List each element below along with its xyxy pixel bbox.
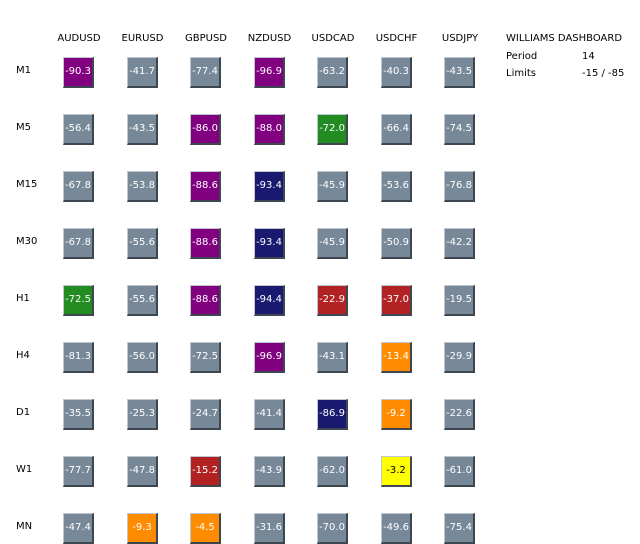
- williams-value-cell: -31.6: [254, 513, 285, 544]
- williams-value-cell: -4.5: [190, 513, 221, 544]
- williams-value-cell: -77.4: [190, 57, 221, 88]
- column-header: USDCAD: [311, 33, 355, 44]
- williams-value-cell: -43.1: [317, 342, 348, 373]
- williams-value-cell: -86.0: [190, 114, 221, 145]
- williams-value-cell: -76.8: [444, 171, 475, 202]
- williams-value-cell: -43.5: [444, 57, 475, 88]
- williams-value-cell: -61.0: [444, 456, 475, 487]
- williams-value-cell: -56.4: [63, 114, 94, 145]
- column-header: GBPUSD: [184, 33, 227, 44]
- williams-value-cell: -86.9: [317, 399, 348, 430]
- period-label: Period: [506, 51, 538, 62]
- dashboard-title: WILLIAMS DASHBOARD: [506, 33, 623, 44]
- williams-value-cell: -37.0: [381, 285, 412, 316]
- williams-value-cell: -88.6: [190, 285, 221, 316]
- williams-value-cell: -53.8: [127, 171, 158, 202]
- williams-value-cell: -67.8: [63, 228, 94, 259]
- williams-value-cell: -40.3: [381, 57, 412, 88]
- williams-value-cell: -9.2: [381, 399, 412, 430]
- williams-value-cell: -88.6: [190, 171, 221, 202]
- column-header: USDCHF: [375, 33, 418, 44]
- williams-value-cell: -88.6: [190, 228, 221, 259]
- williams-value-cell: -88.0: [254, 114, 285, 145]
- williams-value-cell: -93.4: [254, 171, 285, 202]
- williams-value-cell: -55.6: [127, 285, 158, 316]
- limits-value: -15 / -85: [582, 68, 625, 79]
- williams-value-cell: -49.6: [381, 513, 412, 544]
- timeframe-label: MN: [16, 521, 33, 532]
- williams-value-cell: -90.3: [63, 57, 94, 88]
- williams-value-cell: -96.9: [254, 342, 285, 373]
- williams-value-cell: -70.0: [317, 513, 348, 544]
- williams-value-cell: -81.3: [63, 342, 94, 373]
- timeframe-label: M1: [16, 65, 31, 76]
- williams-value-cell: -77.7: [63, 456, 94, 487]
- williams-value-cell: -9.3: [127, 513, 158, 544]
- timeframe-label: W1: [16, 464, 33, 475]
- column-header: AUDUSD: [57, 33, 101, 44]
- williams-value-cell: -13.4: [381, 342, 412, 373]
- timeframe-label: M30: [16, 236, 38, 247]
- williams-value-cell: -47.4: [63, 513, 94, 544]
- williams-value-cell: -41.7: [127, 57, 158, 88]
- williams-value-cell: -67.8: [63, 171, 94, 202]
- williams-value-cell: -93.4: [254, 228, 285, 259]
- timeframe-label: H1: [16, 293, 30, 304]
- williams-value-cell: -72.5: [190, 342, 221, 373]
- williams-value-cell: -55.6: [127, 228, 158, 259]
- williams-value-cell: -15.2: [190, 456, 221, 487]
- williams-value-cell: -24.7: [190, 399, 221, 430]
- timeframe-label: H4: [16, 350, 30, 361]
- williams-value-cell: -29.9: [444, 342, 475, 373]
- limits-label: Limits: [506, 68, 536, 79]
- column-header: NZDUSD: [247, 33, 292, 44]
- column-header: EURUSD: [121, 33, 164, 44]
- williams-value-cell: -50.9: [381, 228, 412, 259]
- williams-value-cell: -72.5: [63, 285, 94, 316]
- williams-value-cell: -47.8: [127, 456, 158, 487]
- williams-value-cell: -22.6: [444, 399, 475, 430]
- period-value: 14: [582, 51, 595, 62]
- williams-value-cell: -72.0: [317, 114, 348, 145]
- williams-value-cell: -41.4: [254, 399, 285, 430]
- williams-value-cell: -63.2: [317, 57, 348, 88]
- williams-value-cell: -96.9: [254, 57, 285, 88]
- williams-value-cell: -19.5: [444, 285, 475, 316]
- williams-value-cell: -43.5: [127, 114, 158, 145]
- williams-value-cell: -53.6: [381, 171, 412, 202]
- williams-value-cell: -75.4: [444, 513, 475, 544]
- williams-value-cell: -45.9: [317, 171, 348, 202]
- column-header: USDJPY: [441, 33, 479, 44]
- williams-value-cell: -35.5: [63, 399, 94, 430]
- timeframe-label: D1: [16, 407, 31, 418]
- williams-value-cell: -94.4: [254, 285, 285, 316]
- timeframe-label: M15: [16, 179, 38, 190]
- williams-value-cell: -56.0: [127, 342, 158, 373]
- williams-value-cell: -45.9: [317, 228, 348, 259]
- williams-value-cell: -66.4: [381, 114, 412, 145]
- williams-value-cell: -43.9: [254, 456, 285, 487]
- williams-value-cell: -62.0: [317, 456, 348, 487]
- williams-value-cell: -22.9: [317, 285, 348, 316]
- williams-value-cell: -74.5: [444, 114, 475, 145]
- williams-value-cell: -3.2: [381, 456, 412, 487]
- williams-value-cell: -42.2: [444, 228, 475, 259]
- timeframe-label: M5: [16, 122, 31, 133]
- williams-value-cell: -25.3: [127, 399, 158, 430]
